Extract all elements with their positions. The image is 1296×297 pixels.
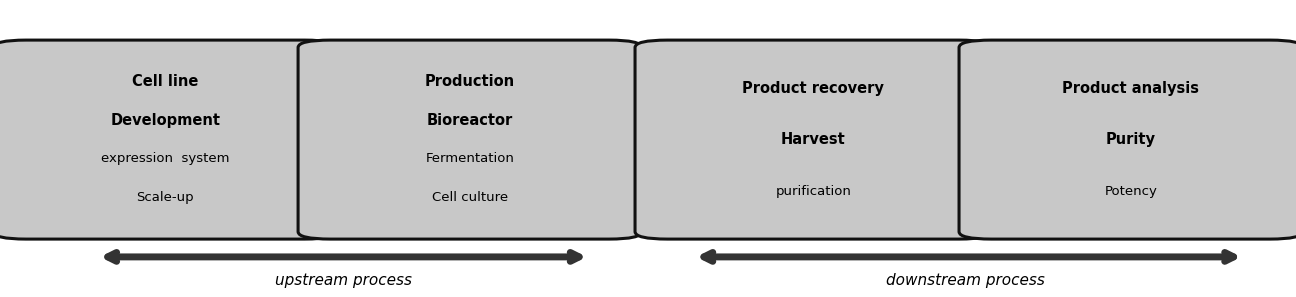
- Text: Purity: Purity: [1105, 132, 1156, 147]
- Text: Cell line: Cell line: [132, 74, 198, 89]
- Text: Scale-up: Scale-up: [136, 191, 194, 204]
- Text: Cell culture: Cell culture: [432, 191, 508, 204]
- Text: Product analysis: Product analysis: [1063, 80, 1199, 96]
- Text: Fermentation: Fermentation: [425, 152, 515, 165]
- FancyBboxPatch shape: [298, 40, 642, 239]
- Text: Production: Production: [425, 74, 515, 89]
- Text: expression  system: expression system: [101, 152, 229, 165]
- Text: Product recovery: Product recovery: [743, 80, 884, 96]
- Text: purification: purification: [775, 184, 851, 198]
- Text: downstream process: downstream process: [886, 273, 1045, 288]
- Text: Bioreactor: Bioreactor: [426, 113, 513, 128]
- FancyBboxPatch shape: [0, 40, 337, 239]
- Text: Harvest: Harvest: [781, 132, 845, 147]
- Text: Potency: Potency: [1104, 184, 1157, 198]
- Text: Development: Development: [110, 113, 220, 128]
- FancyBboxPatch shape: [959, 40, 1296, 239]
- Text: upstream process: upstream process: [275, 273, 412, 288]
- FancyBboxPatch shape: [635, 40, 991, 239]
